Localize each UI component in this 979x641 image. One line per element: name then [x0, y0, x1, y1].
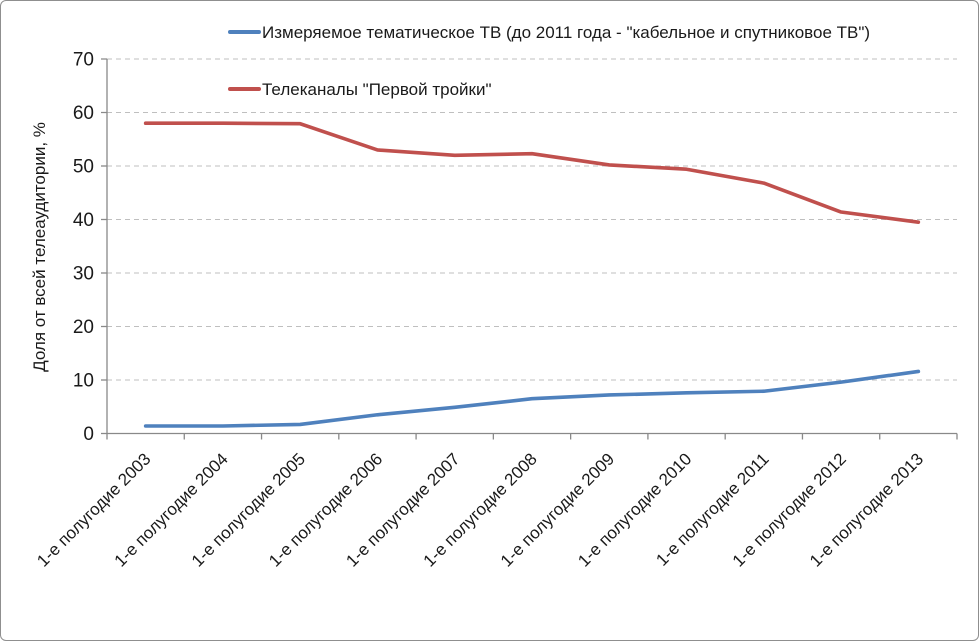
y-axis-tick-labels: 0 10 20 30 40 50 60 70	[73, 50, 94, 446]
y-tick-label: 70	[73, 50, 94, 71]
legend: Измеряемое тематическое ТВ (до 2011 года…	[228, 23, 870, 99]
series-line-0	[143, 369, 921, 428]
legend-label-0: Измеряемое тематическое ТВ (до 2011 года…	[262, 23, 870, 42]
series-lines	[143, 121, 921, 428]
y-tick-label: 40	[73, 210, 94, 231]
y-tick-label: 10	[73, 371, 94, 392]
y-tick-label: 50	[73, 157, 94, 178]
y-tick-label: 30	[73, 264, 94, 285]
y-tick-label: 0	[83, 424, 94, 445]
y-tick-label: 20	[73, 317, 94, 338]
series-line-1	[143, 121, 921, 224]
legend-item-1: Телеканалы "Первой тройки"	[228, 80, 492, 99]
legend-item-0: Измеряемое тематическое ТВ (до 2011 года…	[228, 23, 870, 42]
y-axis-title: Доля от всей телеаудитории, %	[30, 122, 49, 372]
y-tick-label: 60	[73, 103, 94, 124]
axes	[101, 58, 958, 440]
legend-label-1: Телеканалы "Первой тройки"	[262, 80, 492, 99]
gridlines	[107, 58, 957, 381]
